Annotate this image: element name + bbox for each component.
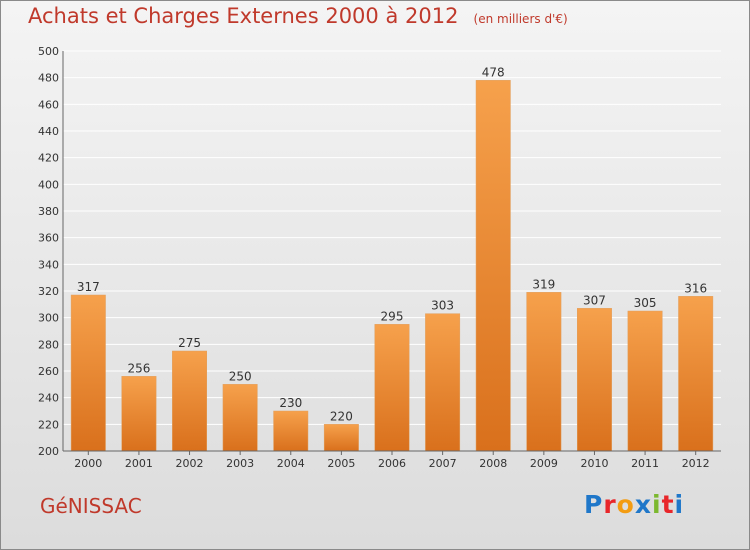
y-tick-label: 340 <box>38 258 59 271</box>
x-tick-label: 2009 <box>530 457 558 470</box>
x-tick-label: 2010 <box>580 457 608 470</box>
x-tick-label: 2006 <box>378 457 406 470</box>
data-label: 303 <box>431 299 454 313</box>
x-tick-label: 2008 <box>479 457 507 470</box>
logo-letter: x <box>634 490 652 519</box>
data-label: 275 <box>178 336 201 350</box>
town-name: GéNISSAC <box>40 494 142 518</box>
data-label: 220 <box>330 409 353 423</box>
logo-letter: t <box>661 490 675 519</box>
bar <box>425 313 461 452</box>
data-label: 295 <box>381 309 404 323</box>
y-tick-label: 500 <box>38 45 59 58</box>
bar <box>172 350 207 452</box>
x-tick-label: 2012 <box>682 457 710 470</box>
logo-letter: P <box>584 490 604 519</box>
x-tick-label: 2004 <box>277 457 305 470</box>
data-label: 256 <box>127 361 150 375</box>
y-tick-label: 280 <box>38 338 59 351</box>
data-label: 305 <box>634 296 657 310</box>
data-label: 316 <box>684 281 707 295</box>
y-tick-label: 320 <box>38 285 59 298</box>
x-tick-label: 2011 <box>631 457 659 470</box>
bar <box>273 410 309 452</box>
y-tick-label: 460 <box>38 98 59 111</box>
logo-letter: r <box>603 490 617 519</box>
bar <box>577 308 612 452</box>
logo-letter: i <box>674 490 685 519</box>
bar <box>121 376 157 452</box>
logo-letter: o <box>616 490 635 519</box>
y-tick-label: 380 <box>38 205 59 218</box>
chart-title: Achats et Charges Externes 2000 à 2012 (… <box>28 4 568 28</box>
x-tick-label: 2003 <box>226 457 254 470</box>
bar <box>627 310 663 452</box>
proxiti-logo[interactable]: Proxiti <box>584 490 684 519</box>
y-tick-label: 260 <box>38 365 59 378</box>
y-tick-label: 440 <box>38 125 59 138</box>
bar <box>222 384 258 452</box>
y-tick-label: 480 <box>38 72 59 85</box>
y-tick-label: 240 <box>38 392 59 405</box>
x-tick-label: 2001 <box>125 457 153 470</box>
bar <box>374 324 410 452</box>
x-tick-label: 2005 <box>327 457 355 470</box>
axes: 200 220 240 260 280 300 320 340 360 380 400 420 440 4… <box>38 45 721 470</box>
bar <box>70 294 106 452</box>
y-tick-label: 200 <box>38 445 59 458</box>
title-unit: (en milliers d'€) <box>473 12 568 26</box>
data-label: 317 <box>77 280 100 294</box>
y-tick-label: 400 <box>38 178 59 191</box>
data-label: 230 <box>279 396 302 410</box>
title-main: Achats et Charges Externes 2000 à 2012 <box>28 4 459 28</box>
x-tick-label: 2000 <box>74 457 102 470</box>
bar <box>526 292 562 452</box>
y-tick-label: 220 <box>38 418 59 431</box>
x-tick-label: 2007 <box>429 457 457 470</box>
y-tick-label: 360 <box>38 232 59 245</box>
data-label: 307 <box>583 293 606 307</box>
logo-letter: i <box>652 490 662 519</box>
bar <box>323 424 359 452</box>
data-label: 250 <box>229 369 252 383</box>
data-label: 319 <box>532 277 555 291</box>
y-tick-label: 420 <box>38 152 59 165</box>
data-label: 478 <box>482 65 505 79</box>
bar <box>475 80 511 452</box>
data-labels: 317 256 275 250 230 220 295 303 478 319 307 305 316 <box>77 65 707 423</box>
x-tick-label: 2002 <box>176 457 204 470</box>
y-tick-label: 300 <box>38 312 59 325</box>
bar <box>678 296 714 452</box>
bars <box>70 80 714 452</box>
